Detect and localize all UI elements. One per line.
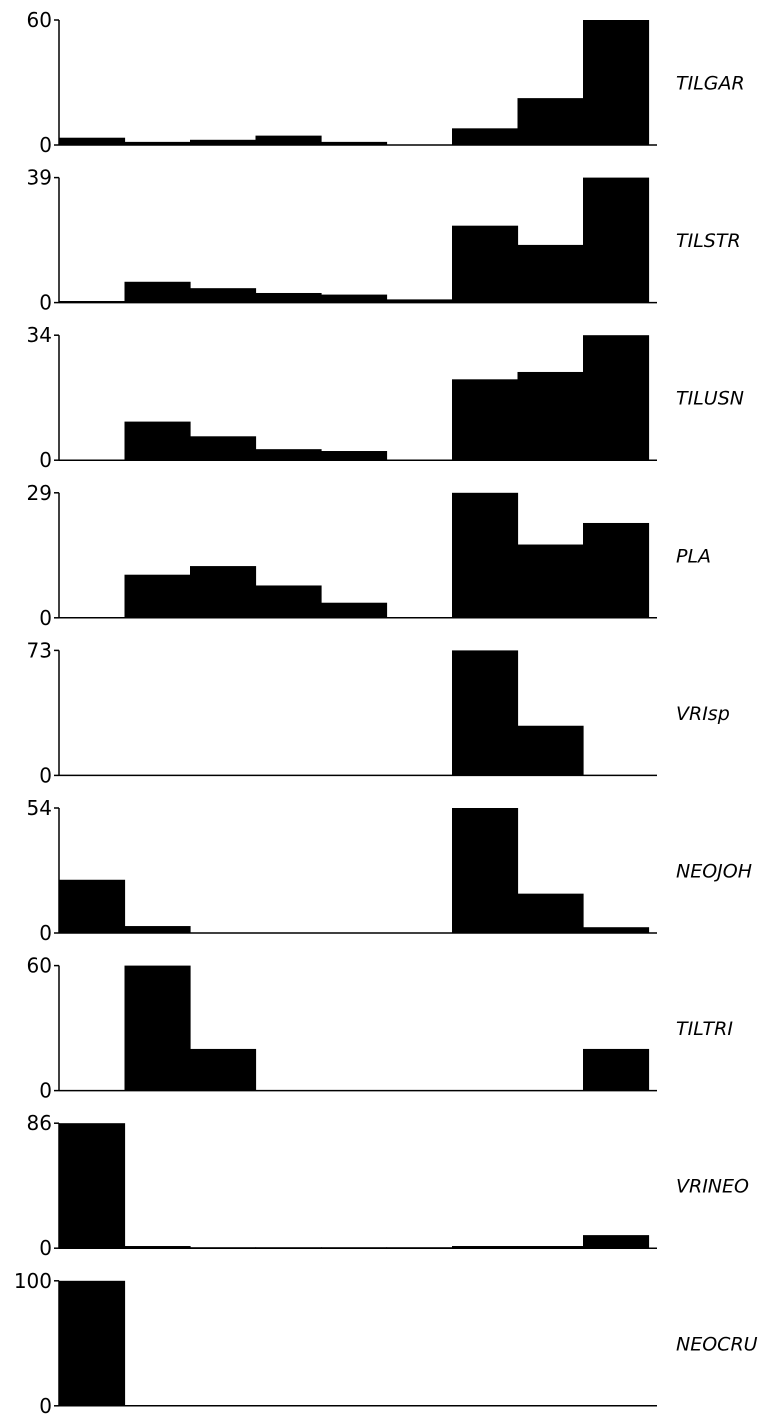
y-tick-label-zero: 0 — [39, 448, 52, 472]
bar-tiltri-3 — [190, 1048, 257, 1091]
y-tick-label-max: 60 — [27, 954, 52, 978]
series-label-vrineo: VRINEO — [676, 1176, 749, 1198]
bar-pla-2 — [124, 574, 191, 618]
bar-pla-5 — [321, 602, 388, 618]
panel-tilgar: 60 0 TILGAR — [27, 8, 745, 157]
bar-tilgar-2 — [124, 141, 191, 145]
panel-neocru: 100 0 NEOCRU — [14, 1269, 758, 1416]
y-tick-label-max: 86 — [27, 1111, 52, 1135]
bar-tilusn-2 — [124, 421, 191, 461]
series-label-tilusn: TILUSN — [676, 388, 744, 410]
bar-vrineo-1 — [59, 1123, 126, 1249]
y-tick-label-zero: 0 — [39, 133, 52, 157]
bar-pla-4 — [255, 585, 322, 618]
bar-tilusn-7 — [452, 379, 519, 461]
bar-tilgar-3 — [190, 139, 257, 145]
bar-vrisp-8 — [517, 725, 584, 776]
y-tick-label-zero: 0 — [39, 1079, 52, 1103]
bar-tilstr-2 — [124, 281, 191, 303]
bar-tilgar-1 — [59, 137, 126, 145]
series-label-tilstr: TILSTR — [676, 230, 741, 252]
bar-tilusn-4 — [255, 449, 322, 461]
series-label-pla: PLA — [676, 545, 711, 567]
bar-tiltri-9 — [583, 1048, 650, 1091]
panel-vrisp: 73 0 VRIsp — [27, 638, 730, 787]
bar-tilgar-5 — [321, 141, 388, 145]
y-tick-label-zero: 0 — [39, 1394, 52, 1416]
series-label-vrisp: VRIsp — [676, 703, 730, 725]
bar-neojoh-7 — [452, 808, 519, 933]
bar-neojoh-2 — [124, 926, 191, 933]
y-tick-label-zero: 0 — [39, 291, 52, 315]
bar-pla-3 — [190, 566, 257, 618]
panel-pla: 29 0 PLA — [27, 481, 712, 630]
bar-tilstr-8 — [517, 244, 584, 303]
bar-vrineo-2 — [124, 1246, 191, 1249]
y-tick-label-max: 60 — [27, 8, 52, 32]
y-tick-label-max: 73 — [27, 638, 52, 662]
bar-tilstr-6 — [386, 299, 453, 303]
bar-pla-8 — [517, 544, 584, 618]
bar-vrineo-9 — [583, 1235, 650, 1249]
bar-tiltri-2 — [124, 965, 191, 1091]
bar-tilusn-5 — [321, 451, 388, 461]
bar-tilstr-5 — [321, 294, 388, 303]
bar-tilstr-1 — [59, 300, 126, 303]
bar-tilstr-4 — [255, 292, 322, 303]
series-label-tiltri: TILTRI — [676, 1018, 733, 1040]
bar-neojoh-1 — [59, 879, 126, 933]
y-tick-label-max: 39 — [27, 166, 52, 190]
y-tick-label-max: 100 — [14, 1269, 52, 1293]
y-tick-label-max: 54 — [27, 796, 52, 820]
bar-tilusn-8 — [517, 371, 584, 461]
bar-tilstr-7 — [452, 225, 519, 303]
panel-tilstr: 39 0 TILSTR — [27, 166, 741, 315]
bar-tilgar-8 — [517, 98, 584, 145]
bar-vrineo-7 — [452, 1246, 519, 1249]
panel-neojoh: 54 0 NEOJOH — [27, 796, 752, 945]
y-tick-label-zero: 0 — [39, 1236, 52, 1260]
y-tick-label-zero: 0 — [39, 763, 52, 787]
y-tick-label-zero: 0 — [39, 921, 52, 945]
bar-tilusn-3 — [190, 436, 257, 461]
bar-vrisp-7 — [452, 650, 519, 776]
bar-tilgar-9 — [583, 20, 650, 145]
panel-vrineo: 86 0 VRINEO — [27, 1111, 749, 1260]
bar-tilstr-9 — [583, 177, 650, 303]
y-tick-label-max: 34 — [27, 323, 52, 347]
series-label-neojoh: NEOJOH — [676, 861, 752, 883]
bar-pla-9 — [583, 522, 650, 618]
y-tick-label-zero: 0 — [39, 606, 52, 630]
series-label-tilgar: TILGAR — [676, 73, 745, 95]
panel-tiltri: 60 0 TILTRI — [27, 954, 734, 1103]
bar-neojoh-9 — [583, 927, 650, 933]
bar-tilusn-9 — [583, 335, 650, 461]
bar-tilgar-7 — [452, 128, 519, 145]
bar-tilgar-4 — [255, 135, 322, 145]
bar-tilstr-3 — [190, 288, 257, 303]
bar-neojoh-8 — [517, 893, 584, 933]
bar-vrineo-8 — [517, 1246, 584, 1249]
series-label-neocru: NEOCRU — [676, 1333, 758, 1355]
bar-pla-7 — [452, 492, 519, 618]
y-tick-label-max: 29 — [27, 481, 52, 505]
bar-neocru-1 — [59, 1280, 126, 1406]
panel-tilusn: 34 0 TILUSN — [27, 323, 744, 472]
